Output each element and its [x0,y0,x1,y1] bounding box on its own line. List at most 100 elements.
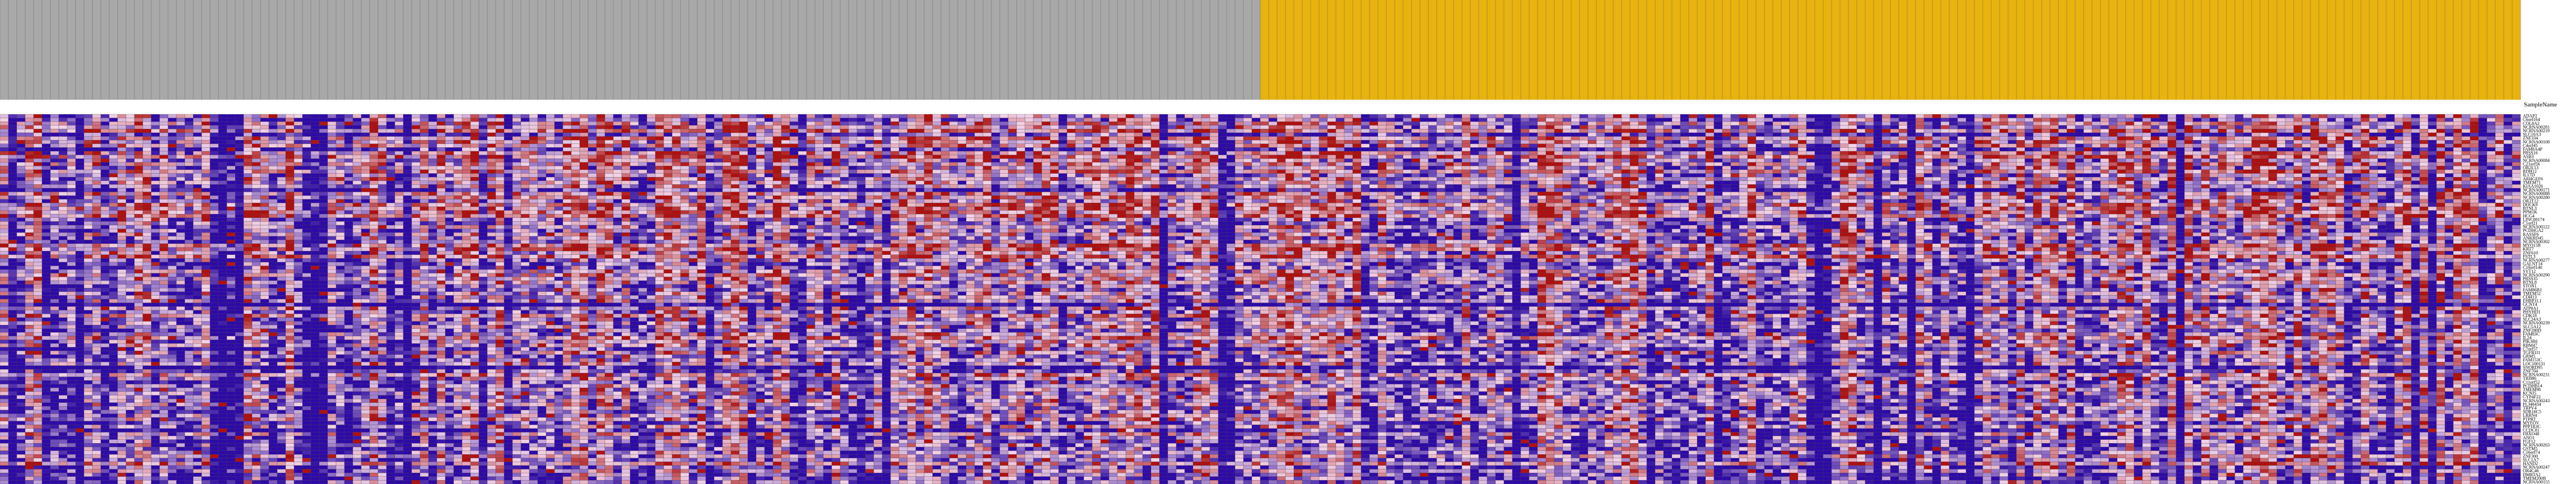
heatmap-cell [1033,155,1042,159]
heatmap-cell [1066,125,1076,129]
heatmap-cell [966,151,975,155]
heatmap-cell [856,159,866,162]
heatmap-cell [957,122,967,125]
heatmap-cell [1713,125,1723,129]
heatmap-cell [722,155,732,159]
heatmap-cell [2041,140,2051,144]
heatmap-cell [2201,114,2210,118]
heatmap-cell [882,159,891,162]
heatmap-cell [125,136,135,141]
heatmap-cell [134,162,143,166]
heatmap-cell [2176,147,2185,152]
heatmap-cell [2335,162,2345,166]
heatmap-cell [2167,125,2177,129]
heatmap-cell [789,125,799,129]
heatmap-cell [344,136,353,141]
heatmap-cell [1319,122,1328,125]
heatmap-cell [1856,129,1866,133]
heatmap-cell [487,143,496,148]
heatmap-cell [1167,122,1177,125]
heatmap-cell [1839,166,1849,170]
heatmap-cell [1562,118,1572,122]
heatmap-cell [1403,136,1412,141]
heatmap-cell [1512,143,1521,148]
heatmap-cell [1277,143,1286,148]
heatmap-cell [1562,140,1572,144]
heatmap-cell [1705,159,1715,162]
heatmap-cell [1150,143,1160,148]
heatmap-cell [1571,140,1580,144]
heatmap-cell [428,140,437,144]
heatmap-cell [1100,136,1110,141]
heatmap-cell [16,166,26,170]
heatmap-cell [420,140,429,144]
heatmap-cell [1285,140,1294,144]
heatmap-cell [1436,114,1446,118]
heatmap-cell [1251,143,1261,148]
heatmap-cell [722,140,732,144]
heatmap-cell [1831,114,1841,118]
heatmap-cell [1033,125,1042,129]
heatmap-cell [1848,114,1857,118]
heatmap-cell [772,140,782,144]
heatmap-cell [2033,125,2042,129]
heatmap-cell [1991,114,2000,118]
heatmap-cell [646,114,656,118]
heatmap-cell [428,118,437,122]
heatmap-cell [2444,159,2454,162]
heatmap-cell [504,136,513,141]
heatmap-cell [1999,151,2009,155]
heatmap-cell [243,114,253,118]
heatmap-cell [1764,132,1773,137]
heatmap-cell [907,118,916,122]
heatmap-cell [1764,147,1773,152]
heatmap-cell [2125,162,2135,166]
heatmap-cell [2058,114,2067,118]
heatmap-cell [1201,125,1210,129]
heatmap-cell [1814,129,1824,133]
heatmap-cell [604,162,614,166]
heatmap-cell [1940,122,1950,125]
heatmap-cell [789,132,799,137]
heatmap-cell [1310,151,1320,155]
heatmap-cell [2007,136,2017,141]
heatmap-cell [2310,132,2319,137]
heatmap-cell [1537,166,1546,170]
heatmap-cell [2024,129,2034,133]
heatmap-cell [814,136,824,141]
heatmap-cell [294,118,303,122]
heatmap-cell [2486,125,2496,129]
heatmap-cell [2117,159,2126,162]
heatmap-cell [243,118,253,122]
heatmap-cell [638,118,648,122]
heatmap-cell [1856,140,1866,144]
heatmap-cell [1629,166,1639,170]
heatmap-cell [1293,118,1303,122]
heatmap-cell [512,159,521,162]
heatmap-cell [462,140,471,144]
heatmap-cell [1596,166,1605,170]
heatmap-cell [1772,114,1782,118]
heatmap-cell [2108,155,2118,159]
heatmap-cell [1092,143,1101,148]
heatmap-cell [2016,114,2025,118]
heatmap-cell [403,166,412,170]
heatmap-cell [823,129,832,133]
heatmap-cell [1184,132,1194,137]
heatmap-cell [495,155,505,159]
heatmap-cell [537,143,547,148]
heatmap-cell [697,129,706,133]
heatmap-cell [109,147,118,152]
heatmap-cell [1209,118,1219,122]
heatmap-cell [949,143,958,148]
heatmap-cell [890,151,900,155]
heatmap-cell [1722,114,1731,118]
heatmap-cell [873,147,883,152]
heatmap-cell [2470,129,2479,133]
heatmap-cell [2226,166,2235,170]
heatmap-cell [1302,118,1311,122]
heatmap-cell [2007,162,2017,166]
heatmap-cell [1461,162,1471,166]
heatmap-cell [1142,129,1152,133]
heatmap-cell [2016,159,2025,162]
